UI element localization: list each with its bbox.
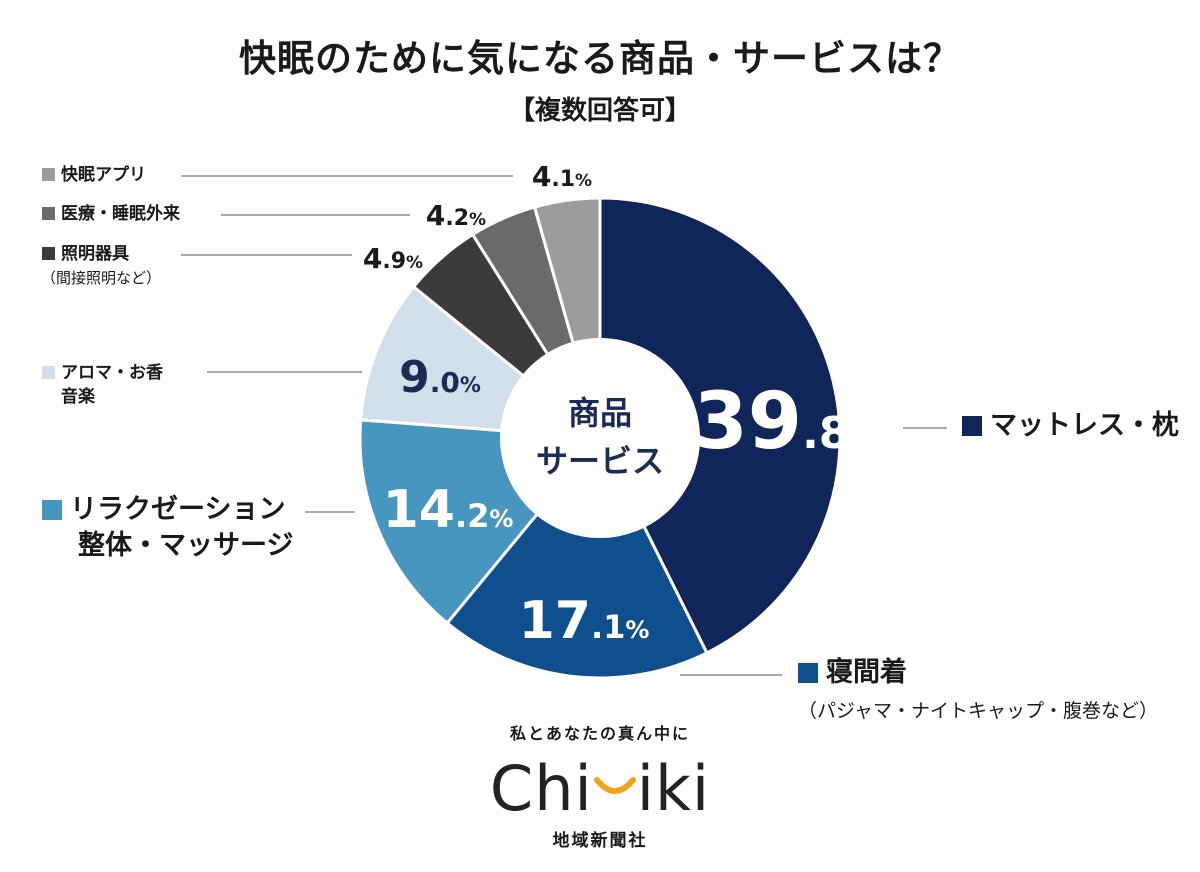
legend-item-sleepwear: 寝間着 （パジャマ・ナイトキャップ・腹巻など） <box>798 655 1158 729</box>
legend-label-lighting: 照明器具 <box>61 244 129 264</box>
legend-label-medical: 医療・睡眠外来 <box>61 204 180 224</box>
value-label-1: 39.8% <box>694 377 883 467</box>
logo-text-right: iki <box>636 752 711 825</box>
legend-swatch-app <box>42 168 55 181</box>
legend-item-app: 快眠アプリ <box>42 163 146 187</box>
value-label-5: 4.9% <box>363 242 423 275</box>
donut-hole <box>500 338 700 538</box>
legend-label-relaxation-line2: 整体・マッサージ <box>78 530 294 561</box>
legend-item-relaxation: リラクゼーション 整体・マッサージ <box>42 492 293 564</box>
brand-company: 地域新聞社 <box>552 831 648 851</box>
value-label-2: 17.1% <box>519 591 650 651</box>
legend-label-mattress: マットレス・枕 <box>990 410 1179 441</box>
legend-item-aroma: アロマ・お香 音楽 <box>42 361 163 409</box>
brand-tagline: 私とあなたの真ん中に <box>509 724 690 743</box>
legend-swatch-relaxation <box>42 500 62 520</box>
legend-label-relaxation-line1: リラクゼーション <box>70 494 286 525</box>
pie-slice-2 <box>445 435 709 680</box>
legend-swatch-aroma <box>42 366 55 379</box>
legend-swatch-mattress <box>962 416 982 436</box>
legend-note-sleepwear: （パジャマ・ナイトキャップ・腹巻など） <box>798 700 1159 722</box>
chiiki-logo: Chi iki <box>0 748 1200 822</box>
legend-label-aroma-line2: 音楽 <box>61 387 95 407</box>
legend-item-lighting: 照明器具 （間接照明など） <box>41 242 162 290</box>
legend-item-mattress: マットレス・枕 <box>962 408 1179 444</box>
center-label-line-2: サービス <box>536 442 664 480</box>
legend-note-lighting: （間接照明など） <box>41 269 162 287</box>
smile-icon <box>593 748 637 794</box>
chart-title: 快眠のために気になる商品・サービスは？ <box>239 37 961 80</box>
chart-subtitle: 【複数回答可】 <box>508 96 691 126</box>
value-label-7: 4.1% <box>532 160 592 193</box>
logo-text-i: i <box>574 752 593 825</box>
brand-footer: 私とあなたの真ん中に Chi iki 地域新聞社 <box>0 720 1200 851</box>
legend-item-medical: 医療・睡眠外来 <box>42 202 180 226</box>
logo-text-left: Ch <box>489 752 575 825</box>
center-label-line-1: 商品 <box>568 394 632 432</box>
legend-swatch-medical <box>42 207 55 220</box>
legend-label-app: 快眠アプリ <box>61 165 146 185</box>
legend-swatch-sleepwear <box>798 663 818 683</box>
value-label-6: 4.2% <box>426 199 486 232</box>
value-label-4: 9.0% <box>399 352 481 403</box>
value-label-3: 14.2% <box>383 480 514 540</box>
pie-slice-1 <box>598 196 842 655</box>
legend-label-sleepwear: 寝間着 <box>826 657 907 688</box>
legend-swatch-lighting <box>42 247 55 260</box>
legend-label-aroma-line1: アロマ・お香 <box>61 363 163 383</box>
